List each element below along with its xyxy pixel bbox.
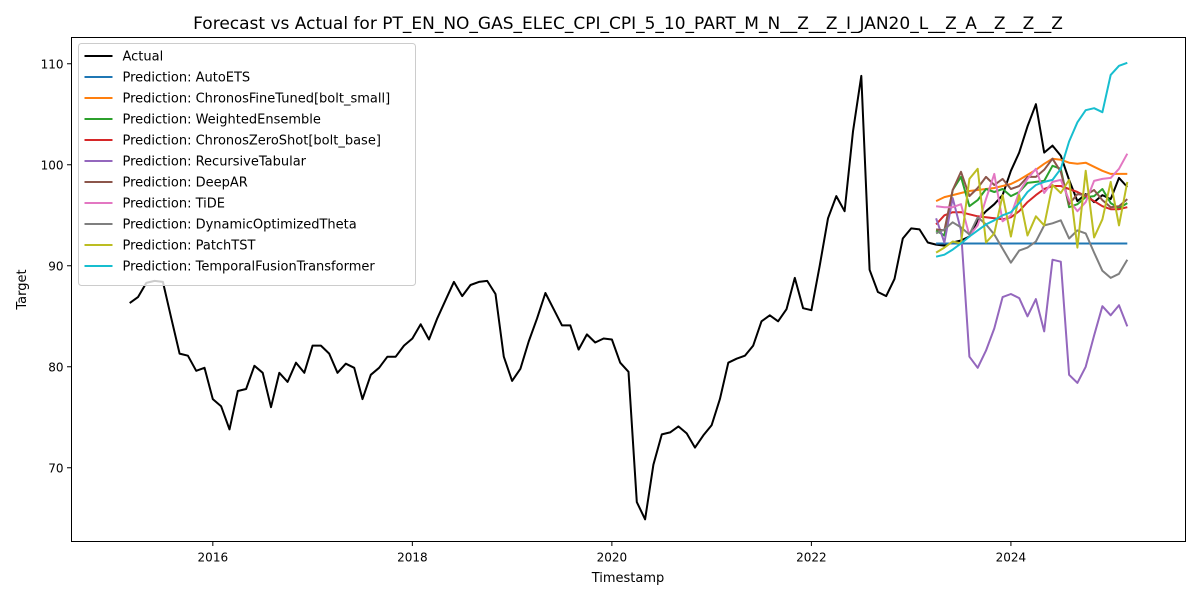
chart-title: Forecast vs Actual for PT_EN_NO_GAS_ELEC… [193,14,1063,34]
y-tick-label: 100 [41,158,64,172]
series-layer [129,61,1129,521]
prediction-line-4 [935,197,1129,384]
x-tick-label: 2020 [597,551,628,565]
x-tick-label: 2022 [796,551,827,565]
y-tick-label: 90 [48,259,63,273]
legend-label: Prediction: TiDE [123,197,225,212]
legend-label: Prediction: AutoETS [123,71,251,86]
legend-label: Prediction: PatchTST [123,239,256,254]
axis-layer: 70 80 90 100 110 2016 2018 2020 2022 2024 [41,57,1027,564]
legend-label: Prediction: TemporalFusionTransformer [123,260,376,275]
x-tick-label: 2018 [397,551,428,565]
legend-label: Prediction: RecursiveTabular [123,155,307,170]
x-tick-label: 2016 [198,551,229,565]
prediction-line-3 [935,185,1128,226]
prediction-line-8 [935,167,1129,254]
legend-label: Prediction: WeightedEnsemble [123,113,321,128]
legend-label: Actual [123,50,164,65]
prediction-line-9 [935,61,1128,258]
y-axis-title: Target [15,269,30,310]
legend-box [78,43,416,286]
prediction-line-7 [935,216,1129,279]
prediction-line-6 [935,153,1129,237]
x-axis-title: Timestamp [591,571,665,586]
y-tick-label: 70 [48,461,63,475]
plot-frame [71,37,1186,542]
y-tick-label: 80 [48,360,63,374]
prediction-line-2 [935,164,1128,237]
legend-label: Prediction: DeepAR [123,176,248,191]
legend-label: Prediction: ChronosFineTuned[bolt_small] [123,92,391,107]
legend: Actual Prediction: AutoETS Prediction: Chr… [78,43,416,286]
legend-label: Prediction: DynamicOptimizedTheta [123,218,357,233]
y-tick-label: 110 [41,57,64,71]
legend-label: Prediction: ChronosZeroShot[bolt_base] [123,134,381,149]
x-tick-label: 2024 [996,551,1027,565]
